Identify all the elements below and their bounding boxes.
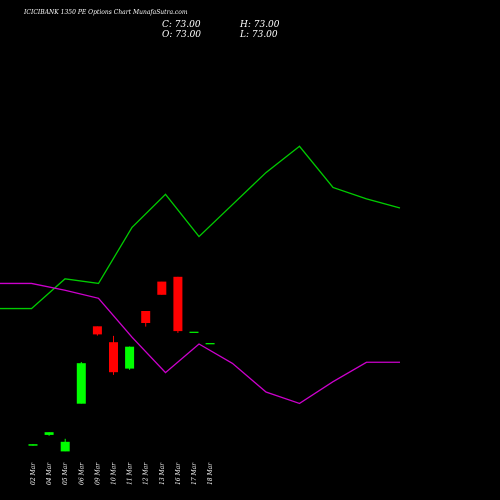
- candle-body: [76, 363, 86, 404]
- candle-body: [141, 311, 151, 323]
- candle-06-mar: [76, 362, 86, 404]
- open-readout: O: 73.00: [162, 30, 201, 40]
- x-tick-label: 16 Mar: [175, 462, 182, 485]
- chart-title: ICICIBANK 1350 PE Options Chart MunafaSu…: [23, 9, 188, 16]
- candle-18-mar: [205, 343, 215, 345]
- low-readout: L: 73.00: [239, 30, 278, 40]
- candle-body: [125, 346, 135, 369]
- x-tick-label: 02 Mar: [30, 462, 37, 485]
- candle-02-mar: [28, 444, 38, 446]
- candle-body: [205, 343, 215, 345]
- x-tick-label: 10 Mar: [111, 462, 118, 485]
- x-tick-label: 05 Mar: [62, 462, 69, 485]
- candle-11-mar: [125, 346, 135, 370]
- candle-16-mar: [173, 276, 183, 333]
- candle-12-mar: [141, 311, 151, 327]
- candle-13-mar: [157, 281, 167, 295]
- x-axis-labels: 02 Mar 04 Mar 05 Mar 06 Mar 09 Mar 10 Mar 11 M…: [30, 462, 214, 485]
- x-tick-label: 17 Mar: [191, 462, 198, 485]
- candle-body: [60, 441, 70, 452]
- x-tick-label: 12 Mar: [143, 462, 150, 485]
- indicator-lines: [0, 145, 401, 405]
- x-tick-label: 09 Mar: [94, 462, 101, 485]
- x-tick-label: 13 Mar: [159, 462, 166, 485]
- x-tick-label: 04 Mar: [46, 462, 53, 485]
- x-tick-label: 18 Mar: [207, 462, 214, 485]
- candle-17-mar: [189, 331, 199, 333]
- candles: [28, 276, 215, 452]
- x-tick-label: 11 Mar: [127, 462, 134, 485]
- candle-09-mar: [92, 326, 102, 336]
- x-tick-label: 06 Mar: [78, 462, 85, 485]
- candle-body: [189, 331, 199, 333]
- high-readout: H: 73.00: [239, 20, 280, 30]
- candle-body: [28, 444, 38, 446]
- candle-body: [44, 432, 54, 435]
- candle-body: [109, 342, 118, 373]
- lower-indicator-line: [0, 282, 400, 405]
- candle-04-mar: [44, 432, 54, 436]
- candle-body: [92, 326, 102, 335]
- candle-body: [157, 281, 167, 295]
- close-readout: C: 73.00: [162, 20, 201, 30]
- candle-05-mar: [60, 438, 70, 452]
- candle-10-mar: [109, 335, 118, 375]
- upper-indicator-line: [0, 145, 401, 310]
- candle-body: [173, 276, 183, 332]
